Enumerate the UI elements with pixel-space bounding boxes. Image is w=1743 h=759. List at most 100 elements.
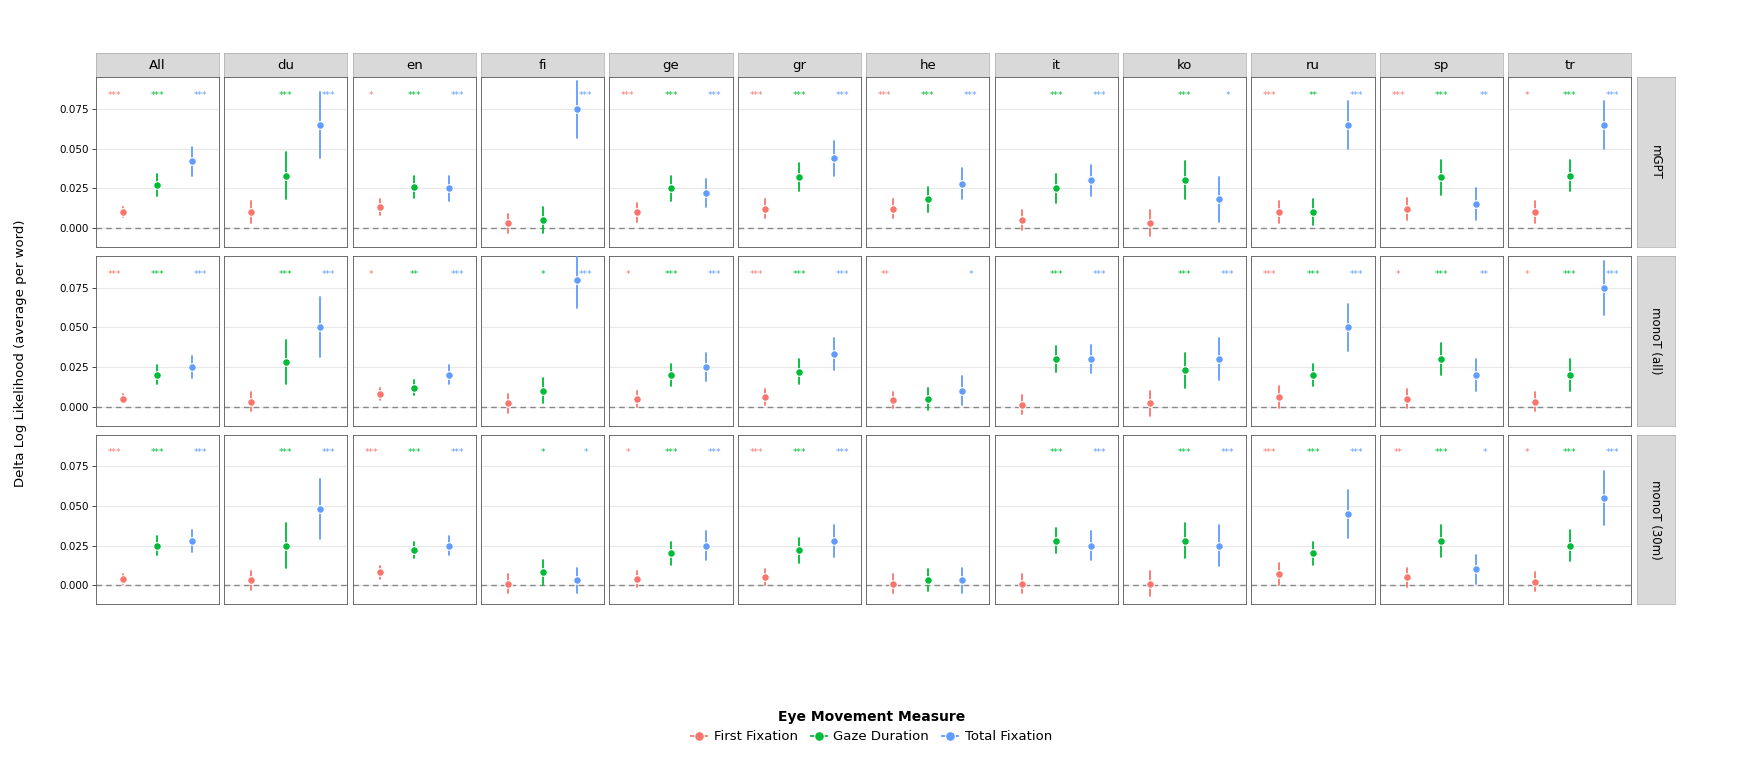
Text: ***: *** <box>322 91 336 100</box>
Text: ***: *** <box>451 449 464 457</box>
Text: All: All <box>150 58 166 72</box>
Text: ***: *** <box>1349 269 1363 279</box>
Text: ***: *** <box>193 269 207 279</box>
Text: fi: fi <box>539 58 547 72</box>
Text: *: * <box>969 269 973 279</box>
Text: ***: *** <box>451 269 464 279</box>
Text: ***: *** <box>793 269 807 279</box>
Text: mGPT: mGPT <box>1649 145 1663 180</box>
Text: ***: *** <box>1178 269 1192 279</box>
Text: en: en <box>406 58 422 72</box>
Text: ***: *** <box>837 449 849 457</box>
Text: ***: *** <box>664 449 678 457</box>
Text: monoT (all): monoT (all) <box>1649 307 1663 374</box>
Text: he: he <box>920 58 936 72</box>
Text: ***: *** <box>108 449 120 457</box>
Text: du: du <box>277 58 295 72</box>
Text: ***: *** <box>1222 449 1234 457</box>
Text: ***: *** <box>1222 269 1234 279</box>
Text: *: * <box>540 449 546 457</box>
Text: ***: *** <box>1563 449 1577 457</box>
Text: **: ** <box>1480 269 1489 279</box>
Text: ***: *** <box>579 269 593 279</box>
Text: ***: *** <box>1093 449 1107 457</box>
Text: ***: *** <box>322 449 336 457</box>
Text: monoT (30m): monoT (30m) <box>1649 480 1663 559</box>
Text: *: * <box>626 449 631 457</box>
Text: ***: *** <box>193 449 207 457</box>
Text: ***: *** <box>1306 449 1319 457</box>
Text: **: ** <box>410 269 418 279</box>
Text: gr: gr <box>793 58 807 72</box>
Legend: First Fixation, Gaze Duration, Total Fixation: First Fixation, Gaze Duration, Total Fix… <box>687 704 1056 748</box>
Text: **: ** <box>880 269 889 279</box>
Text: ***: *** <box>279 269 293 279</box>
Text: tr: tr <box>1565 58 1576 72</box>
Text: ***: *** <box>1607 91 1619 100</box>
Text: ***: *** <box>279 91 293 100</box>
Text: ru: ru <box>1306 58 1319 72</box>
Text: ***: *** <box>708 91 722 100</box>
Text: ***: *** <box>878 91 891 100</box>
Text: ***: *** <box>708 449 722 457</box>
Text: **: ** <box>1309 91 1318 100</box>
Text: ***: *** <box>150 449 164 457</box>
Text: ***: *** <box>108 269 120 279</box>
Text: ***: *** <box>1607 449 1619 457</box>
Text: ***: *** <box>837 91 849 100</box>
Text: ***: *** <box>150 269 164 279</box>
Text: ***: *** <box>664 269 678 279</box>
Text: **: ** <box>1394 449 1403 457</box>
Text: ***: *** <box>1093 269 1107 279</box>
Text: it: it <box>1051 58 1061 72</box>
Text: ***: *** <box>364 449 378 457</box>
Text: *: * <box>1396 269 1401 279</box>
Text: ***: *** <box>621 91 634 100</box>
Text: ***: *** <box>1178 91 1192 100</box>
Text: ***: *** <box>1049 91 1063 100</box>
Text: *: * <box>370 91 373 100</box>
Text: *: * <box>1525 269 1529 279</box>
Text: *: * <box>1525 449 1529 457</box>
Text: *: * <box>370 269 373 279</box>
Text: ***: *** <box>1049 269 1063 279</box>
Text: ***: *** <box>408 91 422 100</box>
Text: ***: *** <box>108 91 120 100</box>
Text: ***: *** <box>1093 91 1107 100</box>
Text: ***: *** <box>1178 449 1192 457</box>
Text: ***: *** <box>1264 449 1276 457</box>
Text: ***: *** <box>1264 91 1276 100</box>
Text: *: * <box>540 269 546 279</box>
Text: ***: *** <box>279 449 293 457</box>
Text: ***: *** <box>837 269 849 279</box>
Text: *: * <box>1482 449 1487 457</box>
Text: ***: *** <box>749 449 763 457</box>
Text: ***: *** <box>664 91 678 100</box>
Text: ***: *** <box>451 91 464 100</box>
Text: ge: ge <box>662 58 680 72</box>
Text: ***: *** <box>193 91 207 100</box>
Text: ***: *** <box>1264 269 1276 279</box>
Text: ***: *** <box>1434 449 1448 457</box>
Text: ***: *** <box>793 91 807 100</box>
Text: ***: *** <box>749 269 763 279</box>
Text: ***: *** <box>964 91 978 100</box>
Text: ***: *** <box>1349 449 1363 457</box>
Text: **: ** <box>1480 91 1489 100</box>
Text: ***: *** <box>1049 449 1063 457</box>
Text: *: * <box>1225 91 1231 100</box>
Text: Delta Log Likelihood (average per word): Delta Log Likelihood (average per word) <box>14 219 28 487</box>
Text: ***: *** <box>920 91 934 100</box>
Text: ***: *** <box>1434 91 1448 100</box>
Text: *: * <box>584 449 587 457</box>
Text: ***: *** <box>793 449 807 457</box>
Text: ***: *** <box>150 91 164 100</box>
Text: ko: ko <box>1177 58 1192 72</box>
Text: sp: sp <box>1434 58 1448 72</box>
Text: ***: *** <box>1306 269 1319 279</box>
Text: ***: *** <box>1349 91 1363 100</box>
Text: ***: *** <box>1434 269 1448 279</box>
Text: ***: *** <box>1391 91 1405 100</box>
Text: *: * <box>626 269 631 279</box>
Text: ***: *** <box>1563 91 1577 100</box>
